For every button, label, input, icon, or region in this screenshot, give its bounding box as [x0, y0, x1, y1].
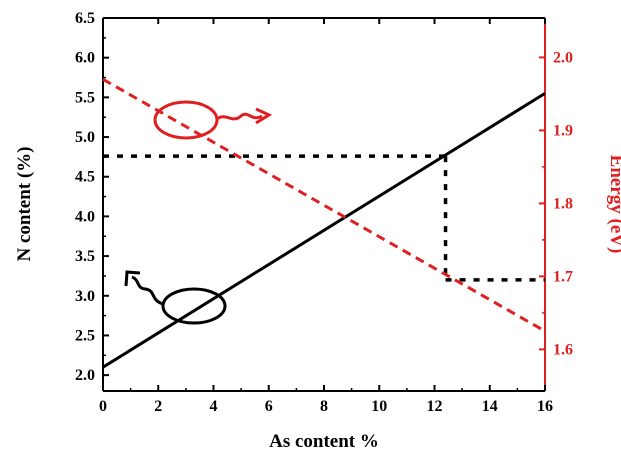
x-tick-label: 8 [320, 398, 328, 415]
series-lines [102, 78, 546, 369]
y-left-tick-label: 3.0 [75, 288, 95, 305]
axis-markers [124, 100, 273, 325]
x-tick-label: 12 [427, 398, 443, 415]
y-right-tick-label: 1.9 [553, 122, 573, 139]
black-series-marker-ellipse [161, 287, 227, 325]
red-series-arrowhead-icon [255, 107, 273, 125]
x-tick-label: 14 [482, 398, 498, 415]
y-left-tick-label: 2.0 [75, 367, 95, 384]
red-series-arrow-icon [216, 112, 263, 121]
x-tick-label: 4 [210, 398, 218, 415]
y-left-tick-label: 2.5 [75, 327, 95, 344]
y-left-tick-label: 5.5 [75, 89, 95, 106]
y-left-tick-label: 5.0 [75, 129, 95, 146]
black-series-arrowhead-icon [124, 270, 141, 287]
guide-lines [103, 154, 545, 282]
energy-series-line [102, 78, 546, 333]
x-tick-label: 6 [265, 398, 273, 415]
x-tick-label: 16 [537, 398, 553, 415]
x-axis-title: As content % [269, 431, 379, 452]
y-left-tick-label: 6.0 [75, 50, 95, 67]
y-left-tick-label: 6.5 [75, 10, 95, 27]
y-right-tick-label: 1.7 [553, 268, 573, 285]
red-series-marker-ellipse [153, 100, 219, 140]
x-tick-label: 0 [99, 398, 107, 415]
axes: 0 2 4 6 8 10 12 14 16 2.0 2.5 3.0 3.5 4.0 4.5 5.0 5.5 6.0… [75, 10, 573, 415]
black-series-arrow-icon [131, 275, 164, 306]
y-left-tick-label: 4.0 [75, 208, 95, 225]
x-tick-label: 2 [154, 398, 162, 415]
y-axis-right-title: Energy (eV) [606, 155, 621, 254]
y-axis-left-title: N content (%) [14, 146, 35, 261]
y-right-tick-label: 1.6 [553, 341, 573, 358]
x-tick-label: 10 [371, 398, 387, 415]
y-right-tick-label: 1.8 [553, 195, 573, 212]
y-right-tick-label: 2.0 [553, 49, 573, 66]
y-left-tick-label: 3.5 [75, 248, 95, 265]
y-left-tick-label: 4.5 [75, 169, 95, 186]
